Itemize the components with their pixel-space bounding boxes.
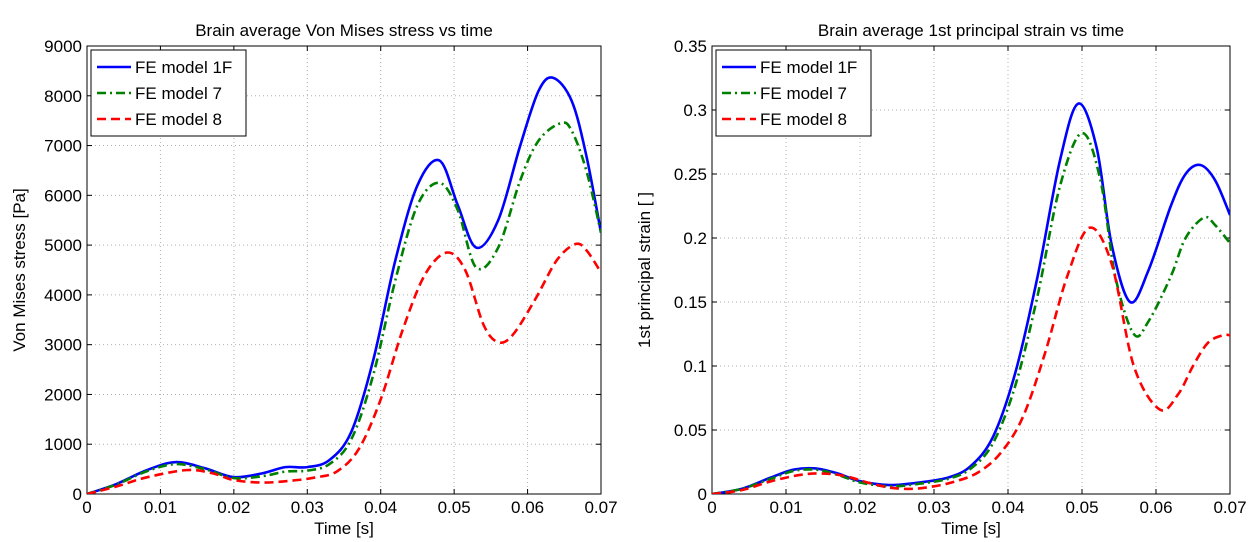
- y-tick-label: 0.2: [683, 229, 707, 248]
- y-tick-label: 3000: [44, 336, 82, 355]
- x-tick-label: 0.05: [438, 498, 471, 517]
- y-tick-label: 0: [73, 485, 82, 504]
- chart-2: 0 0.01 0.02 0.03 0.04 0.05 0.06 0.07 0 0.05 0.1 0.1…: [635, 21, 1247, 538]
- x-tick-label: 0.07: [1213, 498, 1246, 517]
- y-tick-label: 5000: [44, 236, 82, 255]
- x-tick-label: 0.04: [364, 498, 397, 517]
- y-tick-label: 0.3: [683, 101, 707, 120]
- y-tick-label: 0: [698, 485, 707, 504]
- y-tick-label: 0.35: [674, 37, 707, 56]
- x-tick-label: 0.06: [511, 498, 544, 517]
- x-tick-label: 0.07: [584, 498, 617, 517]
- x-tick-label: 0.02: [217, 498, 250, 517]
- x-axis-label: Time [s]: [314, 519, 374, 538]
- y-tick-label: 0.15: [674, 293, 707, 312]
- chart-title: Brain average Von Mises stress vs time: [195, 21, 493, 40]
- y-tick-label: 6000: [44, 186, 82, 205]
- x-tick-label: 0.01: [769, 498, 802, 517]
- x-tick-label: 0.02: [843, 498, 876, 517]
- legend-label: FE model 8: [760, 110, 847, 129]
- legend-label: FE model 7: [135, 84, 222, 103]
- legend: FE model 1F FE model 7 FE model 8: [91, 50, 246, 136]
- x-tick-label: 0.03: [291, 498, 324, 517]
- legend-label: FE model 1F: [760, 58, 857, 77]
- y-tick-label: 9000: [44, 37, 82, 56]
- y-axis-label: 1st principal strain [ ]: [635, 192, 654, 348]
- y-tick-label: 7000: [44, 137, 82, 156]
- x-tick-label: 0.03: [917, 498, 950, 517]
- x-tick-label: 0.01: [144, 498, 177, 517]
- y-tick-label: 8000: [44, 87, 82, 106]
- x-tick-label: 0.05: [1065, 498, 1098, 517]
- x-tick-label: 0: [82, 498, 91, 517]
- chart-title: Brain average 1st principal strain vs ti…: [818, 21, 1124, 40]
- x-tick-label: 0.06: [1139, 498, 1172, 517]
- y-axis-label: Von Mises stress [Pa]: [10, 188, 29, 351]
- y-tick-label: 2000: [44, 385, 82, 404]
- y-tick-label: 4000: [44, 286, 82, 305]
- y-tick-label: 0.25: [674, 165, 707, 184]
- legend: FE model 1F FE model 7 FE model 8: [716, 50, 871, 136]
- chart-1: 0 0.01 0.02 0.03 0.04 0.05 0.06 0.07 0 1000 2000 30…: [10, 21, 618, 538]
- y-tick-label: 0.05: [674, 421, 707, 440]
- legend-label: FE model 7: [760, 84, 847, 103]
- y-tick-label: 1000: [44, 435, 82, 454]
- x-tick-label: 0.04: [991, 498, 1024, 517]
- legend-label: FE model 8: [135, 110, 222, 129]
- y-tick-label: 0.1: [683, 357, 707, 376]
- x-axis-label: Time [s]: [941, 519, 1001, 538]
- legend-label: FE model 1F: [135, 58, 232, 77]
- x-tick-label: 0: [707, 498, 716, 517]
